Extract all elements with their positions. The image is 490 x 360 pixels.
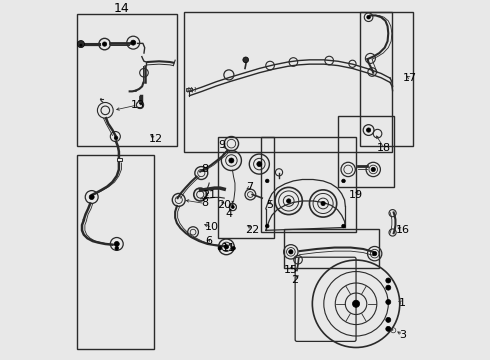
Circle shape <box>266 224 269 228</box>
Circle shape <box>367 128 371 132</box>
Text: [A]: [A] <box>186 87 194 93</box>
Circle shape <box>224 245 228 249</box>
Bar <box>338 116 393 187</box>
Text: 4: 4 <box>225 209 232 219</box>
Text: 8: 8 <box>201 198 208 208</box>
Circle shape <box>372 252 377 256</box>
Text: 17: 17 <box>403 73 417 83</box>
Text: 16: 16 <box>395 225 410 235</box>
Circle shape <box>231 206 234 208</box>
Bar <box>284 229 379 268</box>
Text: 13: 13 <box>130 100 145 110</box>
Bar <box>186 88 193 91</box>
Text: 10: 10 <box>205 222 219 233</box>
Text: 7: 7 <box>246 183 253 192</box>
Text: 6: 6 <box>205 236 212 246</box>
Text: 15: 15 <box>284 265 298 275</box>
Text: 9: 9 <box>219 140 225 150</box>
Text: 22: 22 <box>245 225 259 235</box>
Text: 20: 20 <box>217 200 231 210</box>
Circle shape <box>77 40 84 48</box>
Text: 5: 5 <box>266 200 273 210</box>
Text: 2: 2 <box>292 275 299 285</box>
Bar <box>76 14 177 146</box>
Text: [A]: [A] <box>188 86 197 91</box>
Bar <box>261 137 356 232</box>
Circle shape <box>80 44 82 46</box>
Circle shape <box>386 327 391 331</box>
Circle shape <box>232 247 235 250</box>
Circle shape <box>352 300 360 307</box>
Circle shape <box>114 242 119 247</box>
Circle shape <box>131 40 136 45</box>
Circle shape <box>102 42 107 46</box>
Text: 11: 11 <box>222 243 236 253</box>
Circle shape <box>342 224 345 228</box>
Text: 19: 19 <box>349 189 363 199</box>
Circle shape <box>321 201 325 206</box>
Text: 14: 14 <box>114 3 129 15</box>
Circle shape <box>342 179 345 183</box>
Circle shape <box>257 162 262 167</box>
Circle shape <box>386 285 391 290</box>
Circle shape <box>229 158 234 163</box>
Circle shape <box>114 136 118 140</box>
Circle shape <box>386 318 391 323</box>
Circle shape <box>218 247 221 250</box>
Circle shape <box>287 199 291 203</box>
Bar <box>184 12 392 152</box>
Text: 8: 8 <box>201 165 208 175</box>
Bar <box>360 12 414 146</box>
Circle shape <box>386 278 391 283</box>
Text: 3: 3 <box>399 330 406 340</box>
Circle shape <box>367 15 370 19</box>
Circle shape <box>289 250 293 254</box>
Circle shape <box>89 194 94 199</box>
Circle shape <box>243 57 248 63</box>
Text: 21: 21 <box>202 189 216 199</box>
Circle shape <box>266 179 269 183</box>
Text: 1: 1 <box>399 298 406 308</box>
Text: 12: 12 <box>148 134 163 144</box>
Bar <box>76 155 154 348</box>
Bar <box>117 158 122 161</box>
Circle shape <box>115 247 119 250</box>
Circle shape <box>371 167 375 172</box>
Circle shape <box>386 300 391 305</box>
Bar <box>218 137 273 238</box>
Text: 18: 18 <box>377 143 391 153</box>
